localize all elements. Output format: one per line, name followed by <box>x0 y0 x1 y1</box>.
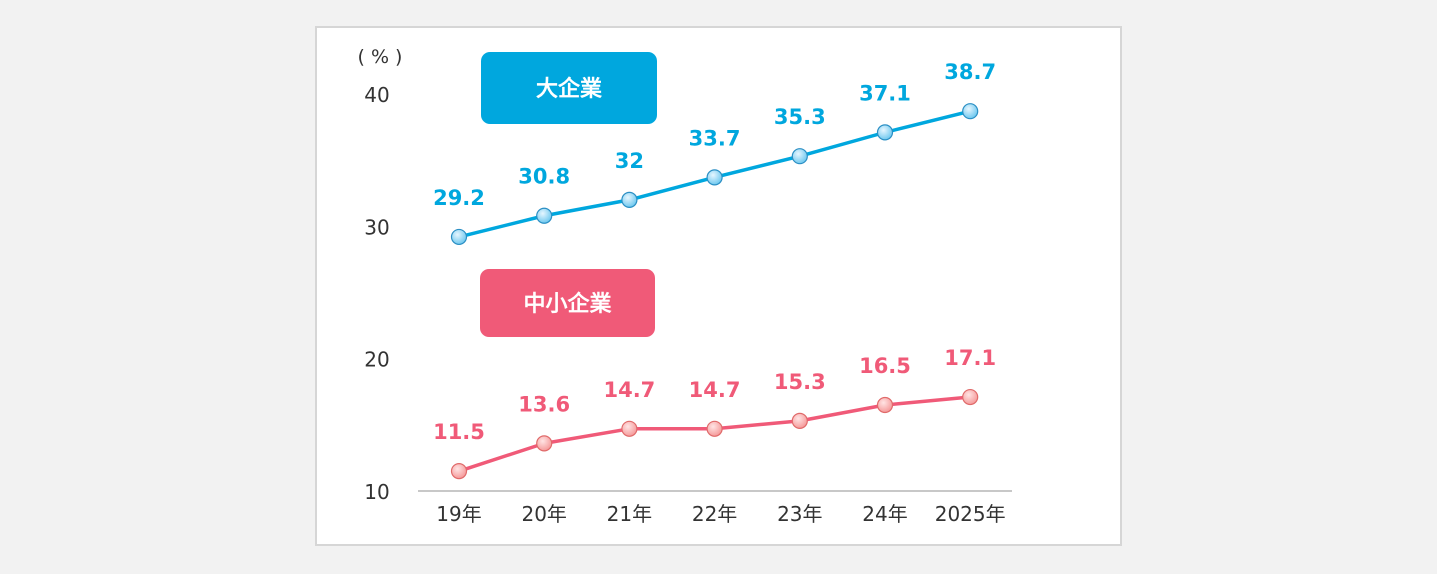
data-point <box>621 420 638 437</box>
data-point <box>791 412 808 429</box>
x-tick-label: 24年 <box>862 502 907 526</box>
data-label: 33.7 <box>689 126 741 150</box>
data-label: 16.5 <box>859 354 911 378</box>
data-point <box>450 463 468 480</box>
x-axis: 19年 20年 21年 22年 23年 24年 2025年 <box>418 490 1012 526</box>
x-tick-label: 21年 <box>607 502 652 526</box>
data-point <box>791 148 808 165</box>
y-axis-unit-label: ( % ) <box>358 46 403 68</box>
data-label: 35.3 <box>774 105 826 129</box>
data-label: 30.8 <box>518 165 570 189</box>
data-label: 11.5 <box>433 420 485 444</box>
x-tick-label: 19年 <box>436 502 481 526</box>
legend-box <box>480 269 655 337</box>
x-tick-label: 23年 <box>777 502 822 526</box>
y-tick-label: 20 <box>364 348 389 372</box>
data-point <box>876 396 894 414</box>
data-label: 14.7 <box>689 378 741 402</box>
data-point <box>876 124 894 141</box>
y-tick-label: 10 <box>364 480 389 504</box>
data-point <box>706 169 723 186</box>
data-point <box>706 420 723 437</box>
data-point <box>962 103 979 120</box>
series-layer: 29.2 30.8 32 33.7 35.3 37.1 38.7 11.5 13.6 14.7 14… <box>433 60 996 480</box>
legend-item: 大企業 <box>481 52 657 124</box>
data-point <box>621 191 638 208</box>
data-point <box>536 207 553 224</box>
y-tick-label: 40 <box>364 83 389 107</box>
data-label: 38.7 <box>944 60 996 84</box>
data-label: 37.1 <box>859 81 911 105</box>
series-2: 11.5 13.6 14.7 14.7 15.3 16.5 17.1 <box>433 346 996 480</box>
data-point <box>536 435 553 452</box>
x-tick-label: 2025年 <box>935 502 1006 526</box>
y-tick-label: 30 <box>364 215 389 239</box>
data-label: 17.1 <box>944 346 996 370</box>
legend-box <box>481 52 657 124</box>
x-tick-label: 22年 <box>692 502 737 526</box>
x-tick-label: 20年 <box>521 502 566 526</box>
data-label: 32 <box>615 149 644 173</box>
data-label: 15.3 <box>774 370 826 394</box>
y-axis-ticks: 10 20 30 40 <box>364 83 389 504</box>
data-label: 13.6 <box>518 392 570 416</box>
legend-label: 中小企業 <box>523 291 612 317</box>
data-point <box>450 228 468 246</box>
data-label: 29.2 <box>433 186 485 210</box>
legend-item: 中小企業 <box>480 269 655 337</box>
legend-label: 大企業 <box>536 76 603 102</box>
chart-card <box>315 26 1122 546</box>
data-point <box>962 388 979 406</box>
series-1: 29.2 30.8 32 33.7 35.3 37.1 38.7 <box>433 60 996 246</box>
data-label: 14.7 <box>603 378 655 402</box>
